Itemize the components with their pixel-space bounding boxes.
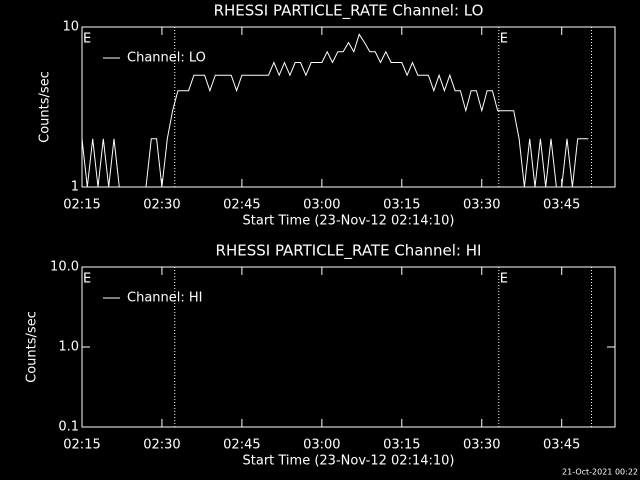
x-tick-label: 03:30 (463, 198, 500, 213)
y-tick-label: 1.0 (58, 340, 79, 355)
chart-title: RHESSI PARTICLE_RATE Channel: HI (216, 242, 482, 261)
y-axis-label: Counts/sec (25, 311, 40, 383)
x-tick-label: 03:15 (383, 198, 420, 213)
footer-timestamp: 21-Oct-2021 00:22 (562, 468, 638, 477)
x-tick-label: 03:30 (463, 438, 500, 453)
x-tick-label: 02:30 (143, 198, 180, 213)
x-tick-label: 03:45 (543, 198, 580, 213)
plot-frame (81, 26, 616, 188)
x-tick-label: 03:00 (303, 198, 340, 213)
x-axis-label: Start Time (23-Nov-12 02:14:10) (243, 214, 455, 229)
y-tick-label: 10 (62, 20, 79, 35)
annotation: E (500, 32, 508, 47)
annotation: E (83, 272, 91, 287)
x-axis-label: Start Time (23-Nov-12 02:14:10) (243, 454, 455, 469)
x-tick-label: 03:00 (303, 438, 340, 453)
chart-title: RHESSI PARTICLE_RATE Channel: LO (214, 2, 484, 21)
x-tick-label: 02:30 (143, 438, 180, 453)
y-tick-label: 1 (71, 180, 79, 195)
y-tick-label: 0.1 (58, 420, 79, 435)
y-tick-label: 10.0 (50, 260, 79, 275)
x-tick-label: 02:15 (63, 198, 100, 213)
annotation: E (500, 272, 508, 287)
legend-label: Channel: LO (127, 51, 206, 66)
x-tick-label: 02:15 (63, 438, 100, 453)
x-tick-label: 03:15 (383, 438, 420, 453)
x-tick-label: 03:45 (543, 438, 580, 453)
x-tick-label: 02:45 (223, 438, 260, 453)
data-line (81, 33, 589, 188)
x-tick-label: 02:45 (223, 198, 260, 213)
legend-label: Channel: HI (127, 291, 203, 306)
annotation: E (83, 32, 91, 47)
y-axis-label: Counts/sec (38, 71, 53, 143)
